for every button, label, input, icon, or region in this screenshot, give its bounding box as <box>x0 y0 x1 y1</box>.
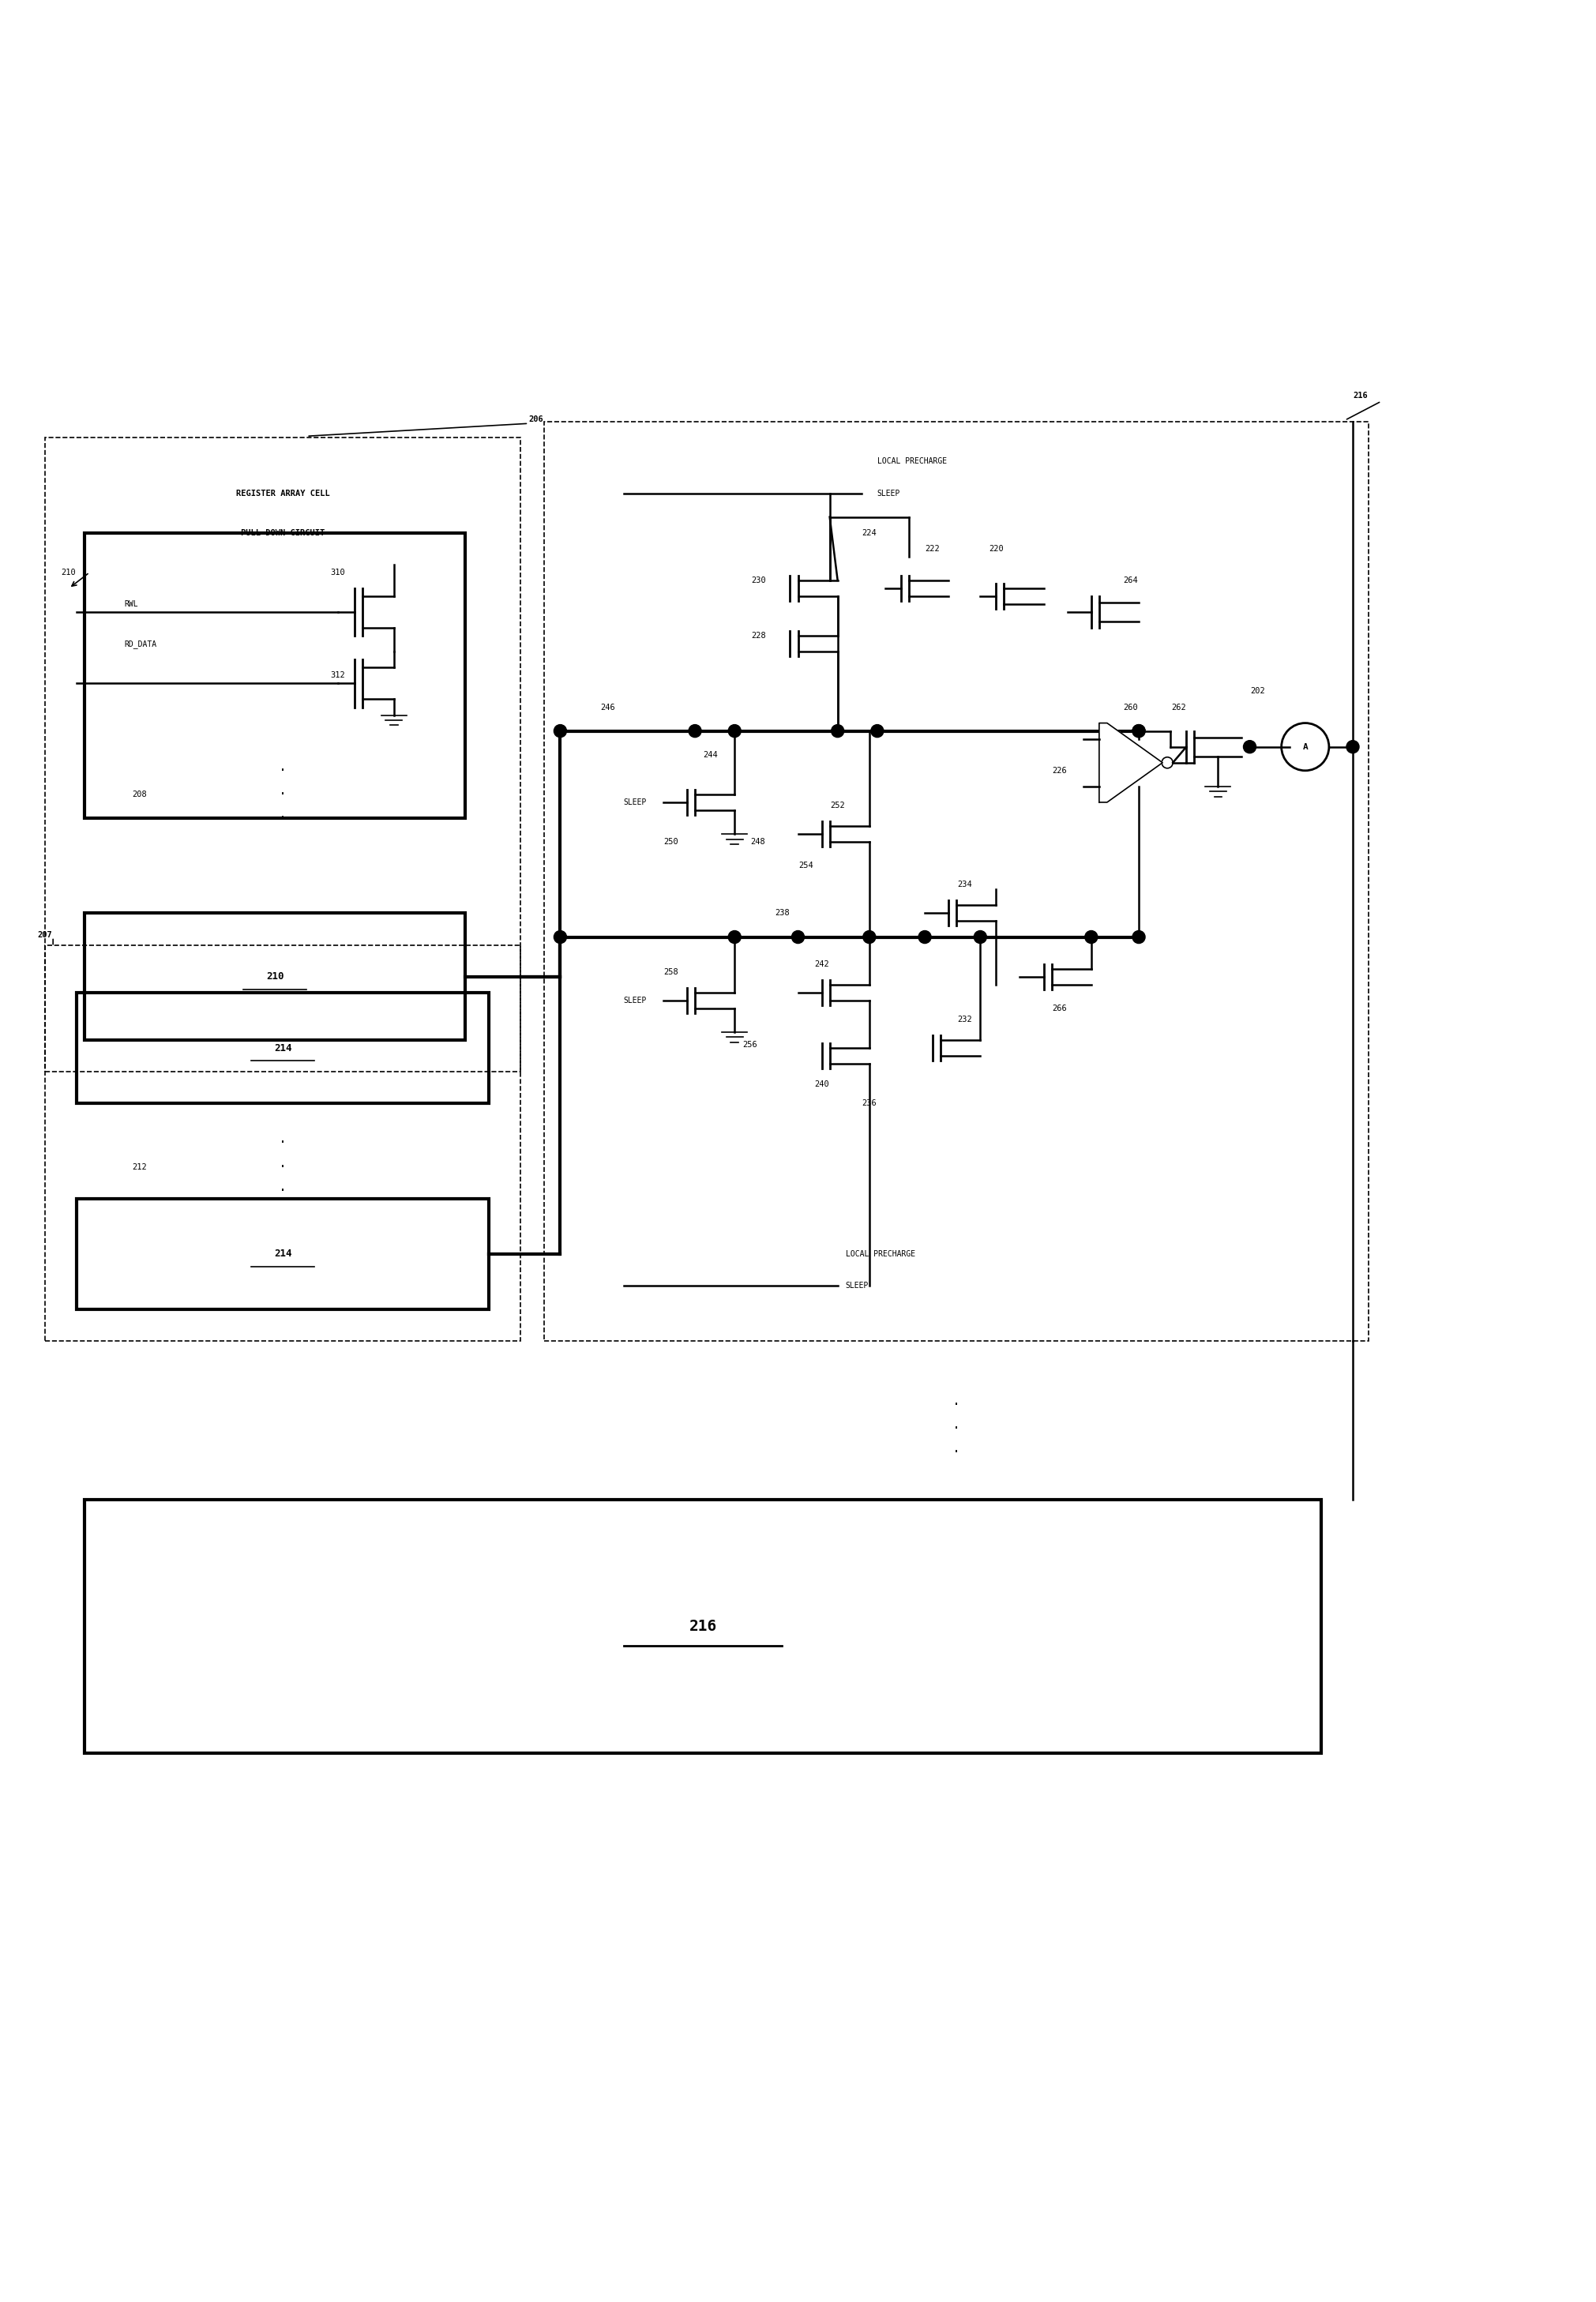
Text: 224: 224 <box>862 529 876 536</box>
Text: 252: 252 <box>830 801 844 810</box>
Text: 266: 266 <box>1052 1004 1068 1013</box>
Circle shape <box>871 725 884 737</box>
Circle shape <box>1133 725 1144 737</box>
Text: SLEEP: SLEEP <box>878 490 900 497</box>
Circle shape <box>1347 741 1360 753</box>
Circle shape <box>832 725 844 737</box>
Text: 258: 258 <box>664 967 678 976</box>
Circle shape <box>974 930 986 944</box>
Circle shape <box>554 930 567 944</box>
Text: ·: · <box>953 1420 961 1436</box>
Text: REGISTER ARRAY CELL: REGISTER ARRAY CELL <box>236 490 330 497</box>
Bar <box>45 437 520 1073</box>
Text: 212: 212 <box>132 1163 147 1172</box>
Circle shape <box>1133 930 1144 944</box>
Text: 262: 262 <box>1171 702 1186 711</box>
Circle shape <box>688 725 701 737</box>
Text: 312: 312 <box>330 672 345 679</box>
Text: 254: 254 <box>798 861 814 870</box>
Text: 207: 207 <box>37 930 53 939</box>
Text: 206: 206 <box>528 417 543 424</box>
Text: 250: 250 <box>664 838 678 845</box>
Circle shape <box>1162 757 1173 769</box>
Text: ·: · <box>953 1446 961 1459</box>
Text: 226: 226 <box>1052 767 1068 773</box>
Text: 310: 310 <box>330 569 345 576</box>
Text: ·: · <box>279 787 287 801</box>
Polygon shape <box>1100 723 1162 803</box>
Text: LOCAL PRECHARGE: LOCAL PRECHARGE <box>846 1250 915 1257</box>
Text: A: A <box>1302 744 1307 750</box>
Circle shape <box>1282 723 1329 771</box>
Text: 236: 236 <box>862 1100 876 1107</box>
Text: 244: 244 <box>704 750 718 760</box>
Text: 208: 208 <box>132 790 147 799</box>
Text: PULL-DOWN CIRCUIT: PULL-DOWN CIRCUIT <box>241 529 326 536</box>
Text: 248: 248 <box>750 838 764 845</box>
Text: ·: · <box>279 764 287 778</box>
Text: ·: · <box>279 1160 287 1174</box>
Text: 234: 234 <box>958 882 972 889</box>
Text: 222: 222 <box>926 546 940 552</box>
Bar <box>544 421 1369 1342</box>
Text: 242: 242 <box>814 960 830 967</box>
Text: SLEEP: SLEEP <box>624 799 646 806</box>
Circle shape <box>1085 930 1098 944</box>
Circle shape <box>728 725 741 737</box>
Bar <box>77 992 488 1103</box>
Text: ·: · <box>953 1397 961 1411</box>
Bar <box>85 1499 1321 1754</box>
Text: 230: 230 <box>752 576 766 585</box>
Text: 214: 214 <box>275 1250 292 1259</box>
Circle shape <box>792 930 804 944</box>
Text: ·: · <box>279 1183 287 1197</box>
Bar <box>77 1199 488 1310</box>
Text: 228: 228 <box>752 633 766 640</box>
Bar <box>85 532 464 817</box>
Text: RWL: RWL <box>124 601 139 608</box>
Text: ·: · <box>279 1135 287 1151</box>
Text: 264: 264 <box>1124 576 1138 585</box>
Text: 210: 210 <box>61 569 75 576</box>
Text: 214: 214 <box>275 1043 292 1052</box>
Text: SLEEP: SLEEP <box>624 997 646 1004</box>
Text: 220: 220 <box>990 546 1004 552</box>
Text: ·: · <box>279 810 287 824</box>
Circle shape <box>1243 741 1256 753</box>
Text: 202: 202 <box>1250 688 1266 695</box>
Text: 232: 232 <box>958 1015 972 1024</box>
Text: 210: 210 <box>267 971 284 981</box>
Circle shape <box>554 725 567 737</box>
Text: 238: 238 <box>774 909 790 916</box>
Circle shape <box>918 930 930 944</box>
Circle shape <box>728 930 741 944</box>
Text: 216: 216 <box>689 1618 717 1634</box>
Text: LOCAL PRECHARGE: LOCAL PRECHARGE <box>878 458 946 465</box>
Text: 260: 260 <box>1124 702 1138 711</box>
Text: 256: 256 <box>742 1041 758 1050</box>
Text: 240: 240 <box>814 1080 830 1089</box>
Text: 246: 246 <box>600 702 614 711</box>
Text: RD_DATA: RD_DATA <box>124 640 156 649</box>
Text: SLEEP: SLEEP <box>846 1282 868 1289</box>
Circle shape <box>1133 725 1144 737</box>
Circle shape <box>863 930 876 944</box>
Text: 216: 216 <box>1353 391 1368 401</box>
Bar <box>45 944 520 1342</box>
Bar <box>85 914 464 1041</box>
